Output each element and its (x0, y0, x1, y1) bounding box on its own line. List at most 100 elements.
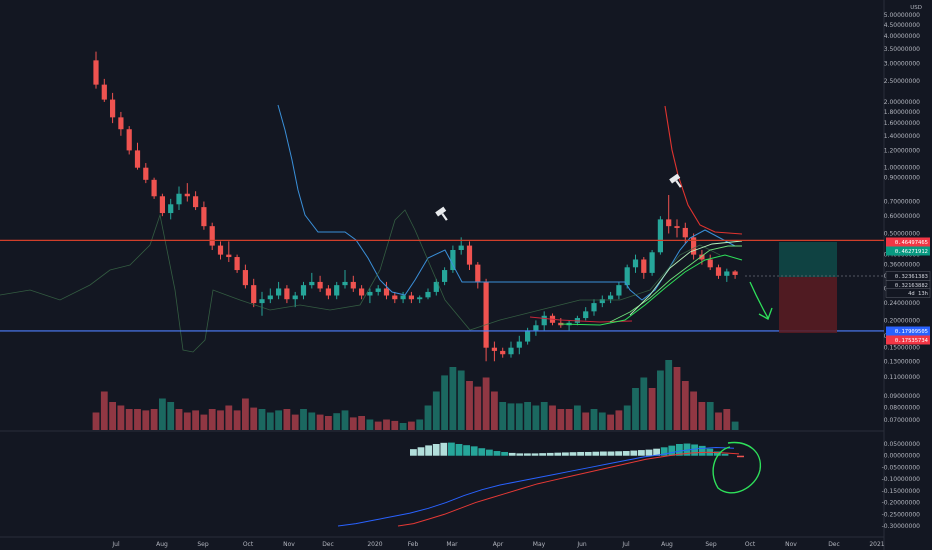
candle-body[interactable] (110, 99, 116, 118)
candle-body[interactable] (334, 285, 340, 296)
macd-histogram-bar (721, 453, 729, 456)
candle-body[interactable] (234, 257, 240, 271)
candle-body[interactable] (267, 295, 273, 300)
candle-body[interactable] (342, 281, 348, 286)
candle-body[interactable] (616, 285, 622, 296)
volume-bar (175, 409, 183, 430)
candle-body[interactable] (317, 281, 323, 289)
circle-annotation[interactable] (712, 441, 762, 494)
arrow-drawing[interactable] (749, 281, 769, 319)
candle-body[interactable] (359, 288, 365, 296)
time-axis[interactable]: Jul Aug Sep Oct Nov Dec 2020 Feb Mar Apr May Jun Jul… (111, 541, 884, 548)
volume-bar (225, 405, 233, 430)
candle-body[interactable] (632, 259, 639, 268)
candle-body[interactable] (176, 193, 182, 205)
candle-body[interactable] (118, 117, 124, 130)
candle-body[interactable] (226, 254, 232, 258)
drawings-layer[interactable] (0, 173, 884, 494)
macd-pane[interactable] (337, 442, 744, 527)
candle-body[interactable] (259, 299, 265, 304)
candle-body[interactable] (491, 347, 497, 351)
candle-body[interactable] (657, 219, 663, 253)
macd-histogram-bar (622, 451, 630, 456)
candle-body[interactable] (300, 285, 307, 296)
candle-body[interactable] (666, 219, 672, 227)
candle-body[interactable] (641, 259, 647, 273)
candle-body[interactable] (400, 295, 406, 300)
candle-body[interactable] (159, 196, 165, 214)
macd-histogram-bar (432, 444, 440, 456)
candle-body[interactable] (458, 245, 464, 251)
candle-body[interactable] (375, 288, 381, 292)
candle-body[interactable] (583, 311, 589, 319)
candle-body[interactable] (325, 288, 331, 296)
candle-body[interactable] (442, 270, 448, 282)
candle-body[interactable] (691, 237, 697, 255)
macd-histogram-bar (714, 451, 721, 456)
candle-body[interactable] (699, 254, 705, 260)
candle-body[interactable] (143, 167, 149, 180)
position-target-zone[interactable] (779, 242, 837, 277)
candle-body[interactable] (193, 196, 199, 208)
candle-body[interactable] (217, 245, 224, 255)
macd-histogram-bar (448, 442, 455, 456)
candle-body[interactable] (417, 297, 423, 300)
time-tick-label: Nov (283, 541, 295, 548)
candle-body[interactable] (184, 193, 190, 197)
candle-body[interactable] (599, 299, 605, 304)
price-pane[interactable] (0, 51, 743, 362)
candle-body[interactable] (134, 150, 141, 168)
candle-body[interactable] (284, 288, 290, 300)
time-tick-label: Oct (745, 541, 756, 548)
candle-body[interactable] (101, 84, 107, 100)
candle-body[interactable] (624, 267, 630, 286)
price-tag-label: 4d 13h (908, 291, 928, 297)
candle-body[interactable] (242, 270, 248, 286)
candle-body[interactable] (516, 341, 522, 348)
candle-body[interactable] (591, 303, 597, 312)
candle-body[interactable] (533, 325, 539, 331)
candle-body[interactable] (151, 179, 157, 197)
candle-body[interactable] (276, 288, 282, 296)
time-tick-label: Dec (322, 541, 334, 548)
candle-body[interactable] (367, 291, 373, 296)
volume-bar (316, 414, 324, 430)
candle-body[interactable] (682, 227, 688, 238)
candle-body[interactable] (724, 271, 730, 276)
candle-body[interactable] (126, 129, 132, 151)
candle-body[interactable] (433, 281, 439, 292)
candle-body[interactable] (350, 281, 356, 289)
candle-body[interactable] (383, 288, 390, 296)
candle-body[interactable] (715, 267, 722, 276)
candle-body[interactable] (408, 295, 414, 300)
position-stop-zone[interactable] (779, 277, 837, 333)
candle-body[interactable] (707, 259, 713, 268)
price-tick-label: 0.70000000 (884, 199, 920, 206)
candle-body[interactable] (500, 350, 506, 355)
candle-body[interactable] (732, 271, 738, 275)
candle-body[interactable] (93, 60, 99, 85)
candle-body[interactable] (608, 295, 614, 300)
candle-body[interactable] (309, 281, 315, 286)
volume-bar (358, 416, 365, 430)
price-tag-box (886, 237, 930, 247)
candle-body[interactable] (209, 226, 215, 246)
candle-body[interactable] (483, 281, 489, 348)
candle-body[interactable] (475, 264, 481, 282)
candle-body[interactable] (450, 250, 456, 271)
candle-body[interactable] (508, 347, 514, 355)
candle-body[interactable] (541, 315, 547, 326)
candle-body[interactable] (292, 295, 298, 300)
candle-body[interactable] (649, 252, 655, 273)
candle-body[interactable] (168, 204, 174, 214)
volume-bar (665, 360, 673, 430)
macd-tick-label: 0.00000000 (884, 453, 920, 460)
candle-body[interactable] (392, 295, 398, 300)
candle-body[interactable] (525, 330, 531, 342)
candle-body[interactable] (674, 226, 680, 228)
candle-body[interactable] (425, 291, 431, 298)
candle-body[interactable] (201, 207, 207, 227)
candle-body[interactable] (251, 285, 257, 304)
candle-body[interactable] (466, 245, 473, 265)
